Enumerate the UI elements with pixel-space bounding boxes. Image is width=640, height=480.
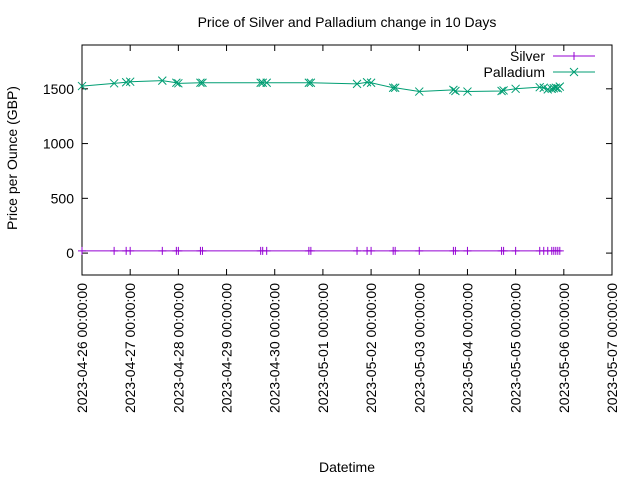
- silver-point: [353, 246, 362, 255]
- palladium-point: [258, 78, 268, 88]
- y-axis-label: Price per Ounce (GBP): [4, 86, 20, 230]
- legend-label-palladium: Palladium: [484, 64, 545, 80]
- x-tick-label: 2023-05-07 00:00:00: [604, 283, 620, 413]
- silver-point: [198, 246, 207, 255]
- silver-point: [555, 246, 564, 255]
- palladium-point: [77, 81, 87, 91]
- palladium-point: [306, 78, 316, 88]
- legend-label-silver: Silver: [510, 48, 545, 64]
- palladium-point: [172, 78, 181, 88]
- silver-point: [367, 246, 376, 255]
- palladium-point: [535, 82, 545, 92]
- plot-frame: [81, 44, 613, 276]
- palladium-point: [262, 78, 272, 88]
- palladium-point: [451, 86, 460, 96]
- x-tick-label: 2023-04-29 00:00:00: [219, 283, 235, 413]
- silver-point: [174, 246, 183, 255]
- palladium-point: [304, 78, 314, 88]
- palladium-point: [414, 87, 424, 96]
- silver-point: [126, 246, 135, 255]
- plot-area: 0 500 1000 1500 2023-04-26 00:00:00 2023-04-2…: [43, 44, 620, 413]
- palladium-point: [499, 86, 508, 95]
- palladium-point: [511, 84, 520, 94]
- x-tick-label: 2023-04-30 00:00:00: [267, 283, 283, 413]
- x-tick-label: 2023-04-26 00:00:00: [74, 283, 90, 413]
- palladium-point: [125, 77, 135, 87]
- chart-title: Price of Silver and Palladium change in …: [198, 14, 497, 30]
- palladium-point: [109, 78, 119, 88]
- silver-point: [499, 246, 508, 255]
- palladium-series-line: [81, 80, 561, 93]
- y-tick-label: 0: [66, 245, 74, 261]
- silver-point: [78, 246, 86, 255]
- x-tick-label: 2023-04-27 00:00:00: [122, 283, 138, 413]
- silver-point: [391, 246, 400, 255]
- palladium-point: [388, 83, 398, 93]
- silver-point: [158, 246, 167, 255]
- legend-marker-palladium: [569, 67, 579, 77]
- palladium-point: [121, 77, 131, 87]
- palladium-point: [198, 78, 207, 88]
- palladium-point: [497, 86, 506, 96]
- palladium-point: [196, 78, 205, 88]
- silver-point: [463, 246, 472, 255]
- palladium-point: [549, 83, 559, 93]
- silver-point: [451, 246, 460, 255]
- silver-point: [262, 246, 271, 255]
- x-axis-label: Datetime: [319, 459, 375, 475]
- palladium-point: [449, 85, 458, 95]
- silver-point: [306, 246, 315, 255]
- palladium-point: [362, 77, 372, 87]
- silver-point: [415, 246, 424, 255]
- legend-marker-silver: [570, 52, 578, 60]
- y-tick-label: 1500: [43, 81, 74, 97]
- y-tick-label: 1000: [43, 136, 74, 152]
- palladium-point: [157, 76, 167, 85]
- silver-point: [511, 246, 520, 255]
- palladium-point: [174, 78, 183, 88]
- x-tick-label: 2023-05-03 00:00:00: [411, 283, 427, 413]
- silver-point: [110, 246, 119, 255]
- x-tick-label: 2023-05-02 00:00:00: [363, 283, 379, 413]
- palladium-point: [352, 79, 362, 89]
- x-tick-label: 2023-05-06 00:00:00: [556, 283, 572, 413]
- palladium-point: [390, 83, 400, 93]
- x-tick-label: 2023-05-01 00:00:00: [315, 283, 331, 413]
- x-tick-label: 2023-04-28 00:00:00: [170, 283, 186, 413]
- x-tick-label: 2023-05-04 00:00:00: [459, 283, 475, 413]
- palladium-point: [555, 82, 565, 91]
- palladium-point: [463, 87, 472, 96]
- palladium-point: [366, 78, 376, 88]
- x-tick-label: 2023-05-05 00:00:00: [508, 283, 524, 413]
- y-tick-label: 500: [51, 190, 75, 206]
